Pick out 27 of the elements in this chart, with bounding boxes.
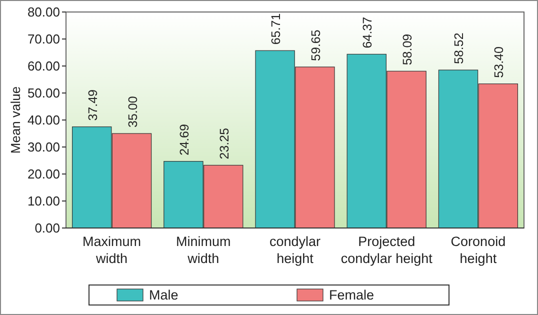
y-tick-label: 40.00: [27, 112, 60, 128]
text: 37.49: [86, 89, 100, 121]
x-tick-label: Coronoid height: [450, 234, 506, 266]
text: 64.37: [360, 16, 375, 48]
legend-label: Male: [149, 288, 178, 303]
text: 58.09: [400, 34, 415, 66]
text: 58.52: [452, 32, 466, 64]
y-tick-label: 70.00: [27, 32, 60, 47]
text: 24.69: [177, 124, 192, 156]
text: 59.65: [308, 30, 323, 61]
x-tick-label: Maximum width: [82, 234, 142, 266]
text: 23.25: [217, 128, 232, 160]
x-tick-label: condylar height: [269, 234, 322, 266]
x-tick-label: Minimum width: [176, 234, 231, 266]
text: 65.71: [269, 13, 284, 45]
x-tick-label: Projected condylar height: [340, 234, 433, 266]
text: 53.40: [492, 46, 506, 78]
y-tick-label: 50.00: [27, 86, 60, 101]
y-tick-label: 80.00: [27, 4, 60, 20]
y-tick-label: 20.00: [27, 166, 60, 182]
text: 35.00: [126, 96, 140, 128]
y-tick-label: 30.00: [27, 140, 60, 155]
y-tick-label: 60.00: [27, 58, 60, 74]
y-tick-label: 0.00: [34, 220, 60, 236]
legend-label: Female: [329, 288, 374, 303]
y-tick-label: 10.00: [27, 194, 60, 209]
y-axis-title: Mean value: [8, 86, 23, 154]
